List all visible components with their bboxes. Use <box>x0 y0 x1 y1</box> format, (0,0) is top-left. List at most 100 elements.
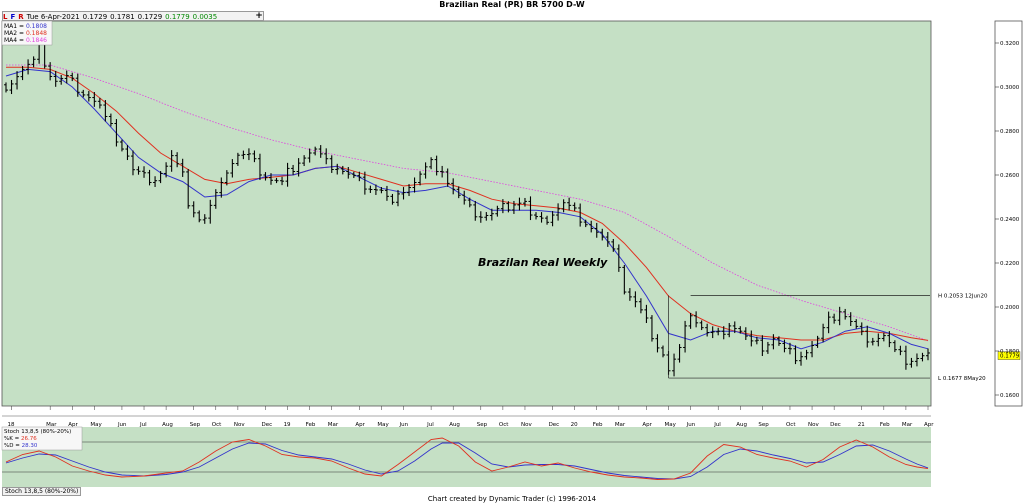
x-tick-label: May <box>665 422 677 428</box>
ohlc-bar <box>760 335 765 357</box>
ohlc-bar <box>633 291 638 308</box>
ohlc-bar <box>384 185 389 201</box>
ohlc-bar <box>213 189 218 209</box>
x-tick-label: Oct <box>786 422 796 428</box>
ohlc-bar <box>429 157 434 170</box>
ohlc-bar <box>186 169 191 209</box>
y-tick-label: 0.2600 <box>1000 173 1020 179</box>
ohlc-bar <box>235 152 240 166</box>
ohlc-bar <box>843 308 848 320</box>
ohlc-bar <box>787 342 792 355</box>
add-button[interactable]: + <box>255 11 263 21</box>
stoch-k-value: 26.76 <box>21 436 37 442</box>
ohlc-bar <box>892 340 897 353</box>
x-tick-label: Oct <box>499 422 509 428</box>
ohlc-bar <box>97 97 102 109</box>
ohlc-bar <box>528 196 533 221</box>
y-axis-panel <box>994 20 1023 407</box>
ohlc-bar <box>694 311 699 328</box>
ohlc-bar <box>467 197 472 208</box>
ohlc-bar <box>158 171 163 184</box>
ohlc-bar <box>539 212 544 223</box>
ohlc-bar <box>765 341 770 354</box>
ohlc-bar <box>881 332 886 342</box>
x-tick-label: Jul <box>713 422 721 428</box>
ohlc-bar <box>153 176 158 187</box>
info-bar: L F R Tue 6-Apr-2021 0.1729 0.1781 0.1729 0.177… <box>2 11 264 21</box>
chart-annotation: Brazilan Real Weekly <box>478 256 608 269</box>
x-tick-label: Dec <box>261 422 272 428</box>
y-tick-label: 0.2200 <box>1000 261 1020 267</box>
x-tick-label: Feb <box>593 422 603 428</box>
ohlc-bar <box>732 321 737 334</box>
ohlc-bar <box>335 163 340 175</box>
ohlc-bar <box>484 212 489 221</box>
ohlc-bar <box>108 113 113 127</box>
x-tick-label: Oct <box>212 422 222 428</box>
ohlc-bar <box>705 323 710 337</box>
stoch-k-line <box>5 437 929 480</box>
ma4-label: MA4 = 0.1846 <box>4 37 47 44</box>
ohlc-bar <box>357 171 362 182</box>
ohlc-bar <box>550 211 555 227</box>
last-price-label: 0.1779 <box>1000 354 1020 360</box>
ohlc-bar <box>627 288 632 301</box>
ohlc-bar <box>605 232 610 247</box>
ohlc-bar <box>655 334 660 353</box>
ohlc-bar <box>53 70 58 87</box>
info-low: 0.1729 <box>137 13 163 21</box>
ohlc-bar <box>898 345 903 356</box>
ohlc-bar <box>434 155 439 176</box>
ohlc-bar <box>848 312 853 327</box>
ohlc-bar <box>130 150 135 176</box>
ohlc-bar <box>202 214 207 224</box>
y-tick-label: 0.1800 <box>1000 349 1020 355</box>
flag-f[interactable]: F <box>10 13 16 21</box>
ohlc-bar <box>114 119 119 147</box>
flag-l[interactable]: L <box>3 13 8 21</box>
x-tick-label: Jul <box>139 422 147 428</box>
x-tick-label: 21 <box>858 422 865 428</box>
ohlc-bar <box>241 150 246 160</box>
y-tick-label: 0.3200 <box>1000 41 1020 47</box>
ohlc-bar <box>727 323 732 338</box>
ohlc-bar <box>699 320 704 331</box>
ma1-value: 0.1808 <box>26 23 47 30</box>
ohlc-bar <box>64 70 69 84</box>
low-mark-label: L 0.1677 8May20 <box>938 376 986 382</box>
ohlc-bar <box>169 150 174 172</box>
x-tick-label: Jul <box>426 422 434 428</box>
x-tick-label: Aug <box>449 422 460 428</box>
ma1-label: MA1 = 0.1808 <box>4 23 47 30</box>
ohlc-bar <box>197 210 202 223</box>
ma2-label: MA2 = 0.1848 <box>4 30 47 37</box>
ohlc-bar <box>837 306 842 326</box>
ohlc-bar <box>716 327 721 336</box>
ohlc-bar <box>672 353 677 377</box>
ohlc-bar <box>821 323 826 343</box>
ohlc-bar <box>373 184 378 195</box>
ohlc-bar <box>379 187 384 194</box>
x-tick-label: 18 <box>8 422 15 428</box>
flag-r[interactable]: R <box>18 13 24 21</box>
ohlc-bar <box>313 146 318 156</box>
ohlc-bar <box>269 173 274 185</box>
ohlc-bar <box>710 326 715 339</box>
ohlc-bar <box>362 171 367 195</box>
ohlc-bar <box>136 166 141 175</box>
ohlc-bar <box>423 162 428 179</box>
ohlc-bar <box>914 353 919 367</box>
ohlc-bar <box>815 335 820 348</box>
x-tick-label: Jun <box>686 422 696 428</box>
ohlc-bar <box>92 92 97 107</box>
x-tick-label: Jun <box>399 422 409 428</box>
ohlc-bar <box>556 203 561 221</box>
ohlc-bar <box>81 89 86 98</box>
x-tick-label: Mar <box>902 422 913 428</box>
ohlc-bar <box>329 155 334 173</box>
x-tick-label: Apr <box>355 422 365 428</box>
ohlc-bar <box>600 228 605 241</box>
ohlc-bar <box>677 344 682 363</box>
ohlc-bar <box>688 312 693 329</box>
ohlc-bar <box>219 177 224 198</box>
